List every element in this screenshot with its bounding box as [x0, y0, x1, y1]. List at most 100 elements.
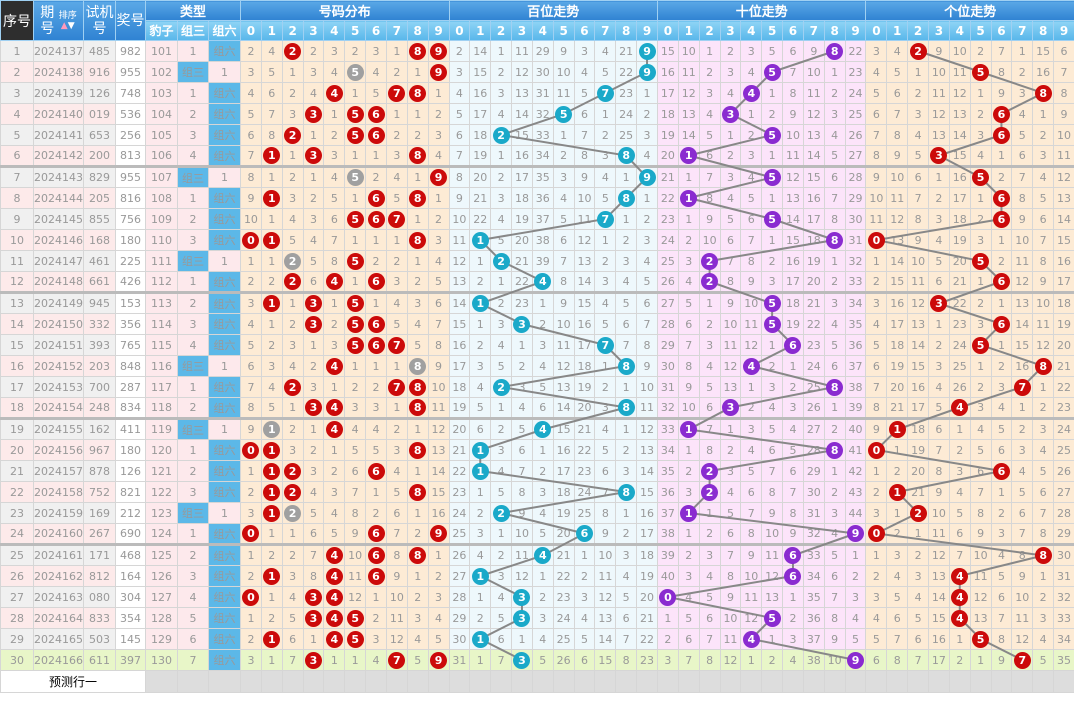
row-test-number: 019 [83, 103, 116, 125]
distribution-ball: 6 [367, 525, 385, 542]
prediction-cell[interactable] [490, 670, 513, 693]
distribution-cell: 8 [406, 187, 429, 209]
prediction-cell[interactable] [865, 670, 888, 693]
hundreds-cell: 21 [448, 439, 471, 461]
prediction-cell[interactable] [823, 670, 846, 693]
hundreds-cell: 9 [552, 40, 575, 62]
hundreds-ball: 9 [638, 63, 656, 81]
header-issue[interactable]: 期号 排序 ▲▼ [33, 0, 84, 41]
prediction-cell[interactable] [969, 670, 992, 693]
prediction-cell[interactable] [844, 670, 867, 693]
prediction-cell[interactable] [552, 670, 575, 693]
prediction-cell[interactable] [531, 670, 554, 693]
prediction-cell[interactable] [594, 670, 617, 693]
prediction-cell[interactable] [302, 670, 325, 693]
prediction-cell[interactable] [802, 670, 825, 693]
distribution-ball: 2 [284, 252, 302, 270]
units-cell: 11 [928, 82, 950, 104]
prediction-cell[interactable] [761, 670, 784, 693]
prediction-cell[interactable] [177, 670, 209, 693]
prediction-cell[interactable] [1011, 670, 1034, 693]
row-issue: 2024155 [33, 418, 84, 440]
prediction-cell[interactable] [677, 670, 700, 693]
prediction-cell[interactable] [615, 670, 638, 693]
tens-cell: 34 [656, 439, 679, 461]
prediction-cell[interactable] [636, 670, 658, 693]
units-cell: 2 [990, 502, 1013, 524]
prediction-cell[interactable] [344, 670, 367, 693]
prediction-cell[interactable] [573, 670, 596, 693]
distribution-cell: 4 [323, 586, 346, 608]
distribution-cell: 1 [406, 418, 429, 440]
tens-cell: 37 [802, 628, 825, 650]
row-issue: 2024159 [33, 502, 84, 524]
distribution-cell: 1 [260, 250, 283, 272]
prediction-cell[interactable] [448, 670, 471, 693]
distribution-cell: 2 [427, 565, 450, 587]
distribution-cell: 2 [365, 376, 387, 398]
distribution-cell: 2 [427, 208, 450, 230]
distribution-cell: 1 [344, 187, 367, 209]
distribution-cell: 5 [344, 334, 367, 356]
prediction-cell[interactable] [656, 670, 679, 693]
distribution-cell: 1 [281, 523, 304, 546]
prediction-cell[interactable] [1053, 670, 1074, 693]
prediction-cell[interactable] [323, 670, 346, 693]
hundreds-cell: 17 [552, 460, 575, 482]
prediction-cell[interactable] [886, 670, 909, 693]
prediction-cell[interactable] [260, 670, 283, 693]
prediction-cell[interactable] [469, 670, 492, 693]
distribution-cell: 3 [323, 40, 346, 62]
prediction-cell[interactable] [365, 670, 387, 693]
prediction-cell[interactable] [782, 670, 804, 693]
distribution-cell: 2 [260, 544, 283, 566]
units-cell: 3 [969, 124, 992, 146]
header-dist-digit-5: 5 [344, 20, 367, 41]
prediction-cell[interactable] [719, 670, 742, 693]
row-seq: 8 [0, 187, 34, 209]
distribution-cell: 1 [260, 523, 283, 546]
header-issue-label: 期号 [40, 4, 55, 37]
hundreds-cell: 9 [552, 292, 575, 314]
sort-toggle[interactable]: 排序 ▲▼ [58, 10, 77, 31]
prediction-cell[interactable] [511, 670, 533, 693]
prediction-cell[interactable] [990, 670, 1013, 693]
prediction-cell[interactable] [427, 670, 450, 693]
units-cell: 2 [969, 208, 992, 230]
units-cell: 3 [969, 229, 992, 251]
hundreds-cell: 18 [573, 355, 596, 377]
units-cell: 22 [948, 292, 971, 314]
distribution-cell: 1 [365, 145, 387, 168]
tens-cell: 5 [761, 313, 784, 335]
units-cell: 8 [990, 61, 1013, 83]
prediction-cell[interactable] [1032, 670, 1055, 693]
prediction-cell[interactable] [698, 670, 721, 693]
tens-cell: 4 [677, 271, 700, 294]
distribution-cell: 3 [240, 649, 262, 671]
distribution-cell: 6 [281, 628, 304, 650]
prediction-cell[interactable] [207, 670, 242, 693]
prediction-cell[interactable] [145, 670, 178, 693]
prediction-cell[interactable] [928, 670, 950, 693]
units-cell: 5 [1011, 124, 1034, 146]
hundreds-cell: 23 [511, 292, 533, 314]
distribution-cell: 1 [260, 481, 283, 503]
prediction-cell[interactable] [281, 670, 304, 693]
hundreds-cell: 4 [490, 334, 513, 356]
type-baozi-cell: 128 [145, 607, 178, 629]
prediction-cell[interactable] [385, 670, 408, 693]
prediction-cell[interactable] [240, 670, 262, 693]
row-prize-number: 180 [115, 439, 146, 461]
type-baozi-cell: 118 [145, 397, 178, 420]
prediction-cell[interactable] [406, 670, 429, 693]
units-cell: 4 [928, 229, 950, 251]
distribution-cell: 1 [406, 460, 429, 482]
prediction-cell[interactable] [740, 670, 763, 693]
hundreds-cell: 25 [448, 523, 471, 546]
table-row: 3 2024139 126 748 103 1 组六 4 6 2 4 4 1 5 7 8 1 4 16 3 13 31 11… [0, 82, 1074, 104]
distribution-cell: 7 [323, 229, 346, 251]
units-cell: 5 [969, 628, 992, 650]
prediction-cell[interactable] [948, 670, 971, 693]
prediction-cell[interactable] [907, 670, 929, 693]
units-cell: 6 [865, 355, 888, 377]
